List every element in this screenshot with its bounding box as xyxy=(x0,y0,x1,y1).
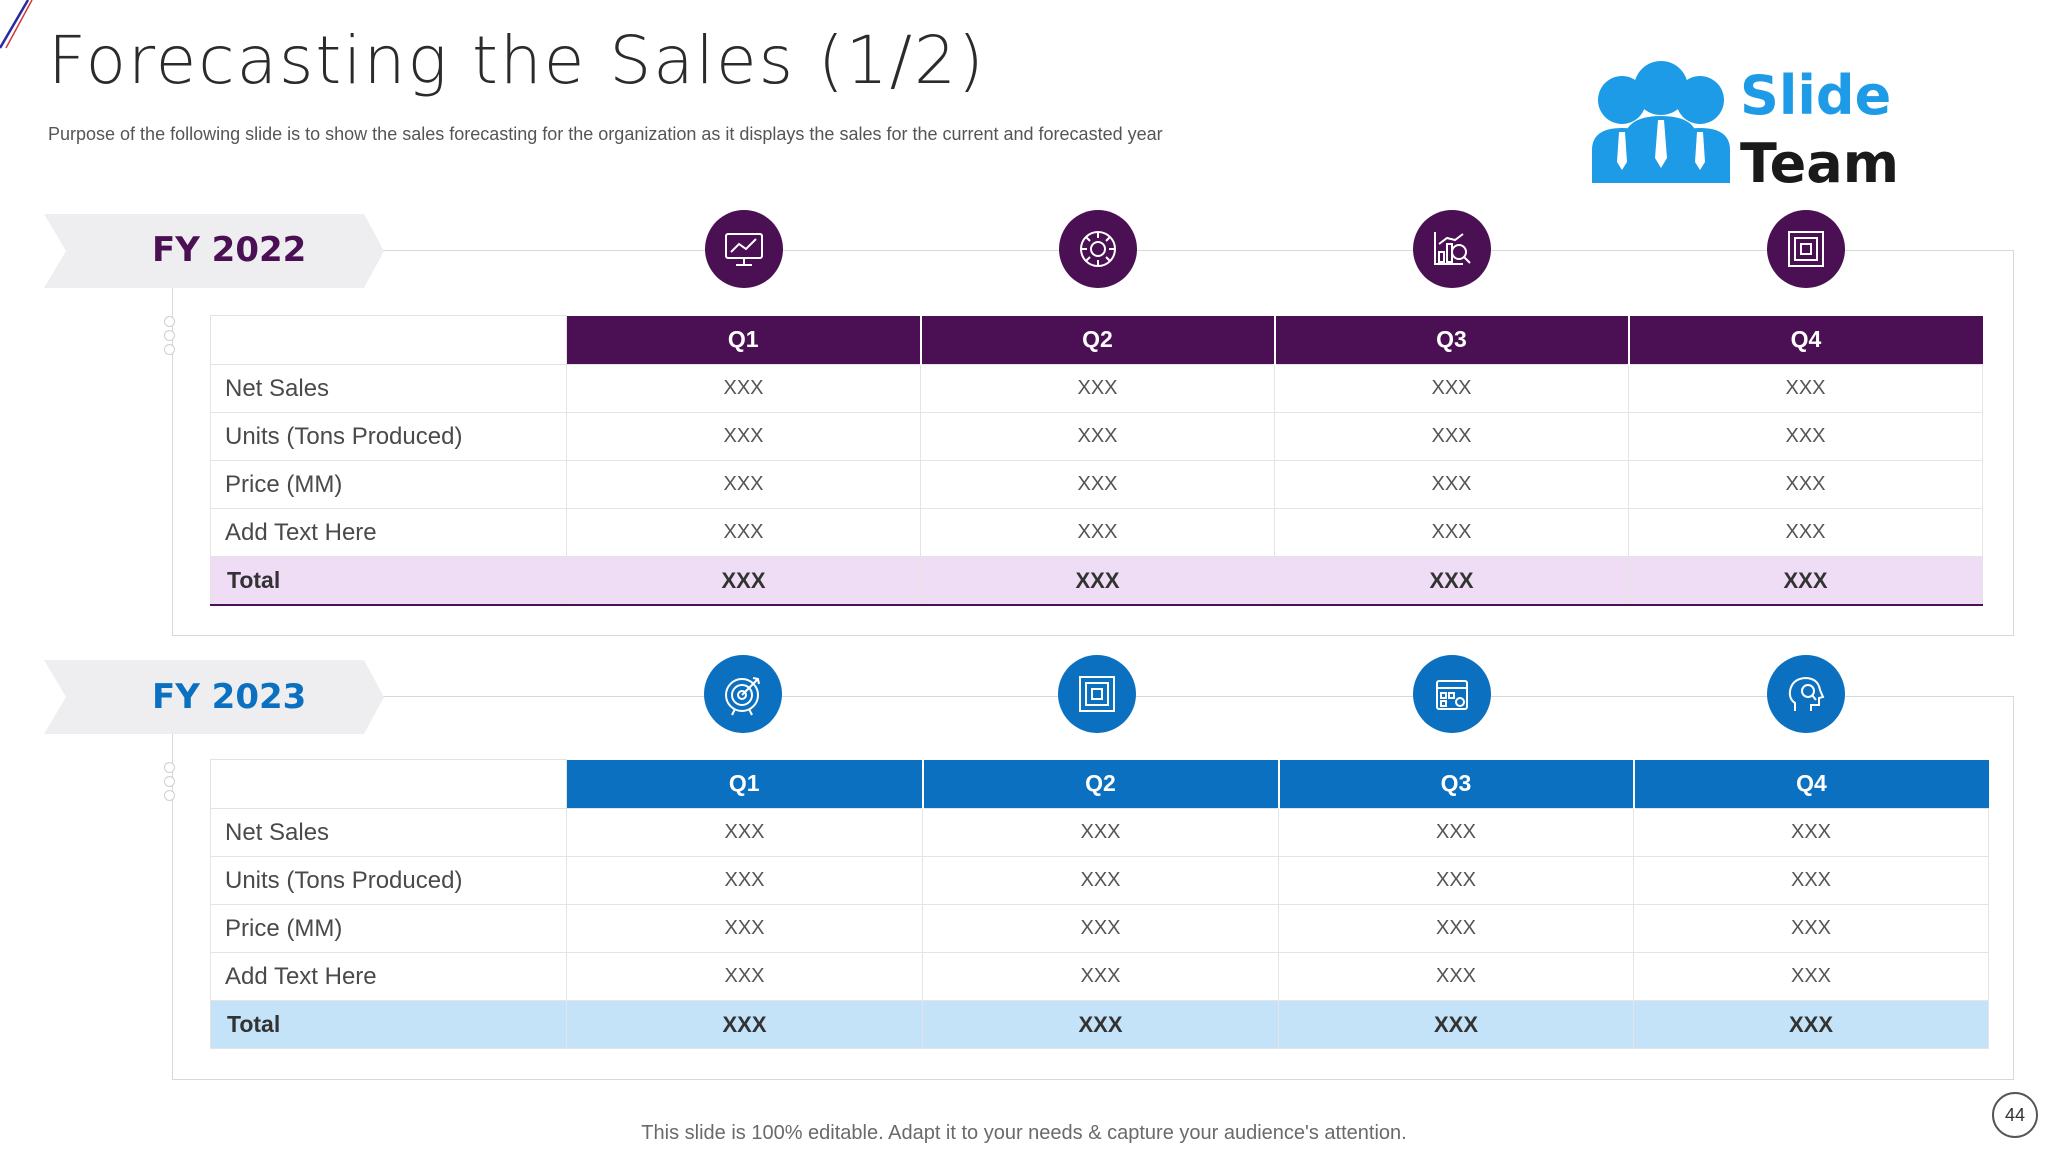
cell-value: XXX xyxy=(1633,856,1989,905)
footer-note: This slide is 100% editable. Adapt it to… xyxy=(641,1122,1407,1144)
cell-value: XXX xyxy=(920,364,1275,413)
table-row: Add Text Here XXX XXX XXX XXX xyxy=(210,508,1983,557)
cell-value: XXX xyxy=(1274,364,1629,413)
total-row: Total XXX XXX XXX XXX xyxy=(210,556,1983,606)
fy-ribbon xyxy=(44,660,384,734)
header-q4: Q4 xyxy=(1633,759,1989,809)
chart-magnifier-icon xyxy=(1413,210,1491,288)
total-value: XXX xyxy=(1278,1000,1634,1049)
monitor-chart-icon xyxy=(705,210,783,288)
page-title: Forecasting the Sales (1/2) xyxy=(48,22,986,99)
cell-value: XXX xyxy=(1633,808,1989,857)
cell-value: XXX xyxy=(1633,904,1989,953)
row-label: Add Text Here xyxy=(210,508,567,557)
table-row: Price (MM) XXX XXX XXX XXX xyxy=(210,904,1989,953)
total-label: Total xyxy=(210,1000,567,1049)
header-q2: Q2 xyxy=(920,315,1276,365)
total-value: XXX xyxy=(922,1000,1279,1049)
header-q3: Q3 xyxy=(1274,315,1630,365)
target-square-icon xyxy=(1767,210,1845,288)
table-row: Units (Tons Produced) XXX XXX XXX XXX xyxy=(210,856,1989,905)
header-q4: Q4 xyxy=(1628,315,1983,365)
header-blank xyxy=(210,759,567,809)
total-row: Total XXX XXX XXX XXX xyxy=(210,1000,1989,1049)
cell-value: XXX xyxy=(566,856,923,905)
cell-value: XXX xyxy=(1628,412,1983,461)
dots-decoration xyxy=(164,316,178,358)
gear-circle-icon xyxy=(1059,210,1137,288)
table-row: Net Sales XXX XXX XXX XXX xyxy=(210,808,1989,857)
table-row: Units (Tons Produced) XXX XXX XXX XXX xyxy=(210,412,1983,461)
row-label: Units (Tons Produced) xyxy=(210,412,567,461)
table-header-row: Q1 Q2 Q3 Q4 xyxy=(210,315,1983,365)
table-header-row: Q1 Q2 Q3 Q4 xyxy=(210,759,1989,809)
cell-value: XXX xyxy=(1628,364,1983,413)
cell-value: XXX xyxy=(922,904,1279,953)
header-blank xyxy=(210,315,567,365)
cell-value: XXX xyxy=(1628,460,1983,509)
row-label: Price (MM) xyxy=(210,460,567,509)
target-square-icon xyxy=(1058,655,1136,733)
total-label: Total xyxy=(210,556,567,606)
logo-text-slide: Slide xyxy=(1740,64,1892,127)
cell-value: XXX xyxy=(920,412,1275,461)
cell-value: XXX xyxy=(566,952,923,1001)
logo-text-team: Team xyxy=(1740,132,1899,195)
cell-value: XXX xyxy=(1278,856,1634,905)
cell-value: XXX xyxy=(566,808,923,857)
cell-value: XXX xyxy=(1274,508,1629,557)
total-value: XXX xyxy=(1628,556,1983,606)
cell-value: XXX xyxy=(1633,952,1989,1001)
cell-value: XXX xyxy=(922,952,1279,1001)
cell-value: XXX xyxy=(920,508,1275,557)
cell-value: XXX xyxy=(1278,808,1634,857)
header-q1: Q1 xyxy=(566,315,922,365)
cell-value: XXX xyxy=(920,460,1275,509)
cell-value: XXX xyxy=(1278,904,1634,953)
head-search-icon xyxy=(1767,655,1845,733)
total-value: XXX xyxy=(920,556,1275,606)
total-value: XXX xyxy=(1633,1000,1989,1049)
cell-value: XXX xyxy=(1628,508,1983,557)
total-value: XXX xyxy=(566,1000,923,1049)
cell-value: XXX xyxy=(566,412,921,461)
row-label: Add Text Here xyxy=(210,952,567,1001)
fy-label: FY 2023 xyxy=(152,677,307,717)
table-row: Add Text Here XXX XXX XXX XXX xyxy=(210,952,1989,1001)
corner-decoration xyxy=(0,0,33,49)
row-label: Units (Tons Produced) xyxy=(210,856,567,905)
row-label: Net Sales xyxy=(210,364,567,413)
cell-value: XXX xyxy=(922,856,1279,905)
total-value: XXX xyxy=(1274,556,1629,606)
fy-label: FY 2022 xyxy=(152,230,307,270)
table-row: Price (MM) XXX XXX XXX XXX xyxy=(210,460,1983,509)
header-q1: Q1 xyxy=(566,759,924,809)
page-number: 44 xyxy=(1992,1092,2038,1138)
cell-value: XXX xyxy=(1274,412,1629,461)
row-label: Net Sales xyxy=(210,808,567,857)
cell-value: XXX xyxy=(922,808,1279,857)
row-label: Price (MM) xyxy=(210,904,567,953)
sales-table-fy2023: Q1 Q2 Q3 Q4 Net Sales XXX XXX XXX XXX Un… xyxy=(210,759,1989,1049)
fy-ribbon xyxy=(44,214,384,288)
dashboard-gear-icon xyxy=(1413,655,1491,733)
page-subtitle: Purpose of the following slide is to sho… xyxy=(48,124,1163,144)
slideteam-logo-people-icon xyxy=(1592,61,1730,183)
total-value: XXX xyxy=(566,556,921,606)
header-q2: Q2 xyxy=(922,759,1280,809)
dots-decoration xyxy=(164,762,178,804)
table-row: Net Sales XXX XXX XXX XXX xyxy=(210,364,1983,413)
target-arrow-icon xyxy=(704,655,782,733)
cell-value: XXX xyxy=(1274,460,1629,509)
cell-value: XXX xyxy=(566,904,923,953)
cell-value: XXX xyxy=(1278,952,1634,1001)
header-q3: Q3 xyxy=(1278,759,1635,809)
cell-value: XXX xyxy=(566,364,921,413)
cell-value: XXX xyxy=(566,460,921,509)
sales-table-fy2022: Q1 Q2 Q3 Q4 Net Sales XXX XXX XXX XXX Un… xyxy=(210,315,1983,606)
cell-value: XXX xyxy=(566,508,921,557)
